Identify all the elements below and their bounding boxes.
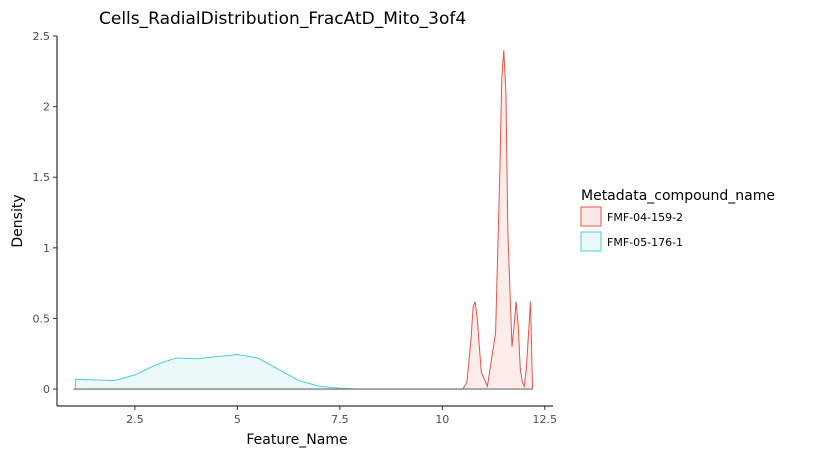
y-tick-label: 2.5 [33, 30, 51, 43]
x-axis-ticks: 2.5 5 7.5 10 12.5 [126, 406, 557, 426]
x-axis-title: Feature_Name [246, 432, 347, 448]
y-tick-label: 1 [43, 242, 50, 255]
legend-key-2 [580, 231, 602, 252]
series-1-line [73, 50, 533, 390]
legend-title: Metadata_compound_name [581, 188, 775, 204]
legend-label-2: FMF-05-176-1 [607, 236, 683, 249]
plot-panel [73, 50, 533, 390]
legend-label-1: FMF-04-159-2 [607, 211, 683, 224]
y-tick-label: 1.5 [33, 171, 51, 184]
series-2-area [75, 354, 533, 390]
x-tick-label: 7.5 [331, 413, 349, 426]
x-tick-label: 5 [234, 413, 241, 426]
x-tick-label: 10 [435, 413, 449, 426]
legend: FMF-04-159-2 FMF-05-176-1 [580, 206, 683, 252]
y-axis-title: Density [10, 194, 26, 247]
y-tick-label: 0 [43, 383, 50, 396]
y-tick-label: 2 [43, 101, 50, 114]
chart-title: Cells_RadialDistribution_FracAtD_Mito_3o… [99, 9, 466, 29]
legend-key-1 [580, 206, 602, 227]
x-tick-label: 12.5 [533, 413, 558, 426]
y-axis-ticks: 0 0.5 1 1.5 2 2.5 [33, 30, 57, 396]
y-tick-label: 0.5 [33, 312, 51, 325]
series-1-area [73, 50, 533, 390]
x-tick-label: 2.5 [126, 413, 144, 426]
